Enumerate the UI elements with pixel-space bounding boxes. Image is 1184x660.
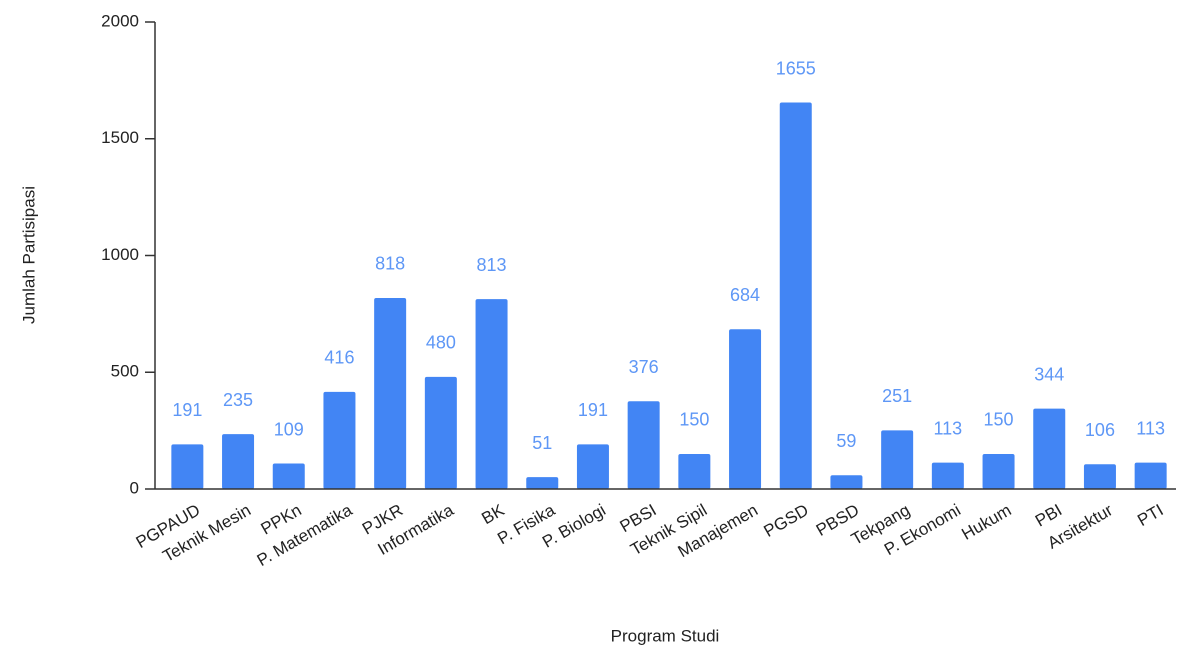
data-label: 818 [375, 254, 405, 274]
data-label: 813 [477, 255, 507, 275]
bar [1083, 464, 1116, 489]
bar [424, 376, 457, 489]
bar [1134, 462, 1167, 489]
y-tick-label: 500 [111, 362, 139, 381]
bar [222, 434, 255, 489]
bar [881, 430, 914, 489]
x-tick-label: PGSD [761, 500, 812, 541]
data-label: 1655 [776, 58, 816, 78]
bar [323, 391, 356, 489]
x-tick-label: PTI [1134, 500, 1166, 530]
data-label: 235 [223, 390, 253, 410]
data-label: 150 [679, 410, 709, 430]
bar [627, 401, 660, 489]
data-label: 344 [1034, 364, 1064, 384]
data-label: 376 [629, 357, 659, 377]
bar [982, 453, 1015, 489]
bar [678, 453, 711, 489]
bar [1033, 408, 1066, 489]
data-label: 684 [730, 285, 760, 305]
data-label: 113 [933, 418, 962, 438]
y-axis-label: Jumlah Partisipasi [19, 186, 38, 324]
y-tick-label: 1000 [101, 245, 139, 264]
data-label: 416 [324, 348, 354, 368]
data-label: 113 [1136, 418, 1165, 438]
data-label: 106 [1085, 420, 1115, 440]
bar [830, 475, 863, 489]
bar [779, 102, 812, 490]
data-label: 191 [578, 400, 608, 420]
bar [171, 444, 204, 489]
data-label: 109 [274, 419, 304, 439]
data-label: 191 [172, 400, 202, 420]
bar [931, 462, 964, 489]
data-label: 251 [882, 386, 912, 406]
bar [374, 297, 407, 489]
bar [475, 299, 508, 489]
y-tick-label: 0 [130, 478, 139, 497]
data-label: 480 [426, 333, 456, 353]
x-tick-label: BK [478, 500, 508, 528]
bar [272, 463, 305, 489]
bar [729, 329, 762, 489]
bar [526, 477, 559, 489]
data-label: 150 [984, 410, 1014, 430]
x-tick-label: Hukum [958, 500, 1014, 543]
y-tick-label: 1500 [101, 128, 139, 147]
y-tick-label: 2000 [101, 11, 139, 30]
data-label: 59 [836, 431, 856, 451]
x-axis-label: Program Studi [611, 626, 720, 645]
bar [576, 444, 609, 489]
data-label: 51 [532, 433, 552, 453]
